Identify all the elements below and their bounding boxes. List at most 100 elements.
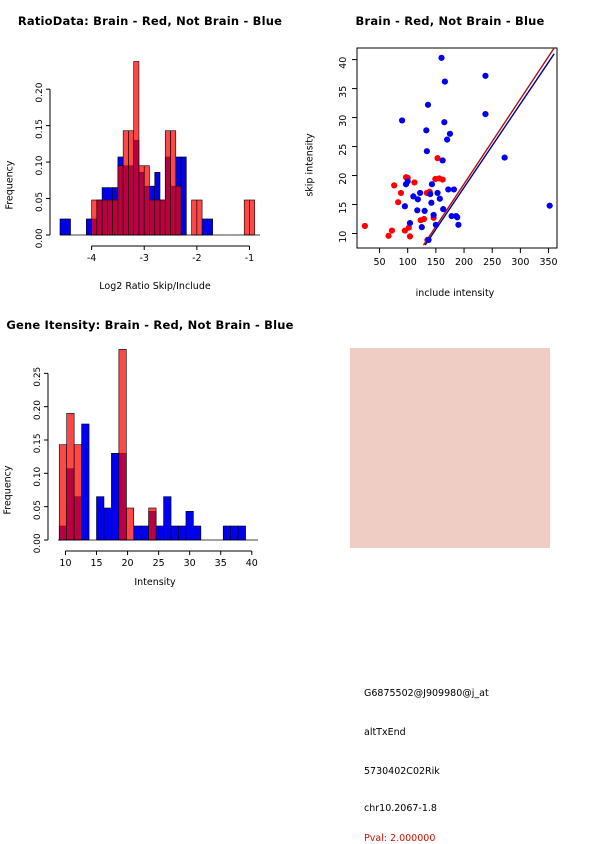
scatter-point: [420, 215, 428, 223]
histogram-bar: [73, 444, 82, 541]
histogram-bar: [170, 525, 179, 541]
y-tick-label: 0.25: [33, 367, 43, 387]
scatter-point: [424, 101, 432, 108]
y-tick-label: 25: [338, 144, 349, 156]
scatter-point: [388, 227, 396, 234]
scatter-point: [455, 221, 462, 228]
histogram-bar: [64, 218, 71, 236]
scatter-point: [434, 155, 441, 162]
histogram-bar: [126, 507, 135, 541]
histogram-bar: [118, 349, 127, 541]
scatter-point: [448, 213, 455, 220]
info-line-gene-symbol: 5730402C02Rik: [364, 766, 440, 777]
scatter-point: [430, 211, 437, 219]
scatter-title: Brain - Red, Not Brain - Blue: [355, 14, 545, 28]
histogram-bar: [230, 525, 239, 541]
scatter-point: [434, 189, 441, 197]
scatter-point: [425, 236, 432, 243]
scatter-point: [428, 199, 435, 206]
x-tick-label: 350: [539, 257, 557, 268]
histogram-bar: [196, 199, 203, 236]
y-tick-label: 20: [338, 173, 349, 185]
x-tick-label: 150: [427, 257, 445, 268]
scatter-point: [427, 190, 434, 198]
scatter-point: [445, 186, 452, 193]
histogram-bar: [222, 525, 231, 541]
info-panel: G6875502@J909980@j_at altTxEnd 5730402C0…: [300, 300, 600, 844]
histogram-bar: [103, 507, 112, 541]
scatter-point: [406, 219, 414, 227]
histogram-bar: [207, 218, 213, 236]
y-tick-label: 0.15: [35, 119, 45, 139]
histogram-bar: [112, 199, 119, 236]
histogram-bar: [138, 165, 145, 236]
scatter-point: [441, 78, 448, 85]
scatter-point: [441, 119, 448, 126]
info-line-pval: Pval: 2.000000: [364, 833, 436, 844]
plot-frame: [356, 47, 558, 249]
x-tick-label: 30: [184, 558, 196, 569]
scatter-point: [439, 176, 446, 183]
y-tick-label: 0.20: [35, 82, 45, 102]
scatter-point: [397, 189, 405, 197]
histogram-bar: [122, 130, 129, 236]
scatter-point: [446, 130, 454, 137]
scatter-point: [414, 196, 421, 203]
scatter-point: [482, 110, 489, 118]
scatter-point: [436, 195, 443, 202]
y-tick-label: 35: [338, 86, 349, 98]
ratio-histogram-plot: 0.00 0.05 0.10 0.15 0.20 -4 -3 -2 -1: [35, 61, 260, 264]
scatter-point: [398, 117, 406, 124]
info-line-probeset: G6875502@J909980@j_at: [364, 688, 489, 699]
scatter-point: [439, 157, 446, 164]
scatter-point: [404, 178, 411, 185]
histogram-bar: [178, 525, 187, 541]
x-tick-label: 20: [122, 558, 134, 569]
histogram-bar: [170, 130, 177, 236]
histogram-bar: [164, 130, 171, 236]
scatter-plot: 10 15 20 25 30 35 40 50 100 150 200 250 300 350: [338, 47, 558, 268]
scatter-point: [428, 181, 436, 188]
x-tick-label: 35: [215, 558, 227, 569]
histogram-bar: [163, 496, 172, 541]
scatter-point: [406, 233, 414, 240]
y-tick-label: 0.00: [35, 228, 45, 248]
scatter-point: [417, 189, 424, 197]
histogram-bar: [86, 218, 92, 236]
scatter-point: [405, 224, 412, 231]
histogram-bar: [107, 199, 113, 236]
x-tick-label: 100: [399, 257, 417, 268]
x-tick-label: 250: [483, 257, 501, 268]
histogram-bar: [101, 199, 108, 236]
gene-histogram-title: Gene Itensity: Brain - Red, Not Brain - …: [6, 318, 294, 332]
histogram-bar: [185, 511, 194, 541]
histogram-bar: [96, 496, 105, 541]
scatter-point: [501, 154, 508, 161]
info-line-locus: chr10.2067-1.8: [364, 803, 437, 814]
histogram-bar: [148, 507, 157, 541]
histogram-bar: [193, 525, 202, 541]
scatter-point: [410, 193, 417, 200]
x-tick-label: 10: [59, 558, 71, 569]
histogram-bar: [180, 156, 187, 236]
info-line-event-type: altTxEnd: [364, 727, 406, 738]
histogram-bar: [249, 199, 256, 236]
x-tick-label: -4: [87, 253, 96, 264]
histogram-bar: [159, 199, 166, 236]
histogram-bar: [191, 199, 198, 236]
histogram-bar: [133, 525, 142, 541]
scatter-point: [401, 203, 408, 210]
scatter-point: [450, 186, 457, 193]
y-tick-label: 0.15: [33, 433, 43, 453]
scatter-xlabel: include intensity: [415, 288, 495, 299]
histogram-bar: [59, 218, 66, 236]
scatter-point: [414, 207, 421, 214]
scatter-point: [546, 202, 553, 209]
y-tick-label: 0.10: [35, 155, 45, 175]
histogram-bar: [237, 525, 246, 541]
ratio-histogram-panel: RatioData: Brain - Red, Not Brain - Blue…: [0, 0, 300, 300]
scatter-point: [411, 179, 418, 186]
info-panel-background: [350, 348, 550, 548]
scatter-point: [421, 207, 428, 214]
scatter-panel: Brain - Red, Not Brain - Blue skip inten…: [300, 0, 600, 300]
